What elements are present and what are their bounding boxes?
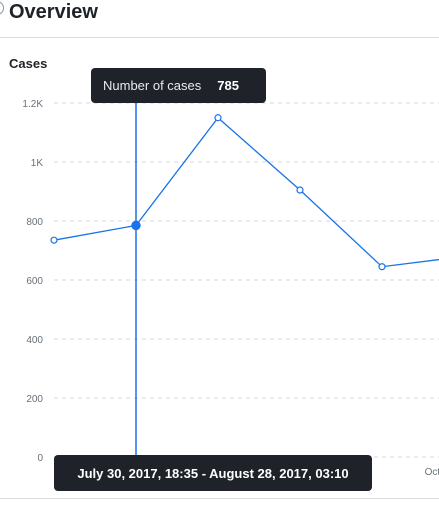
- y-tick-label: 1.2K: [22, 99, 43, 110]
- y-tick-label: 200: [26, 394, 43, 405]
- tooltip-metric-label: Number of cases: [103, 78, 202, 93]
- data-point: [214, 114, 222, 122]
- hover-value-tooltip: Number of cases 785: [91, 68, 266, 103]
- chart-title: Cases: [9, 56, 48, 71]
- series-line: [53, 116, 439, 268]
- page-header: Overview: [0, 0, 439, 38]
- bottom-divider: [0, 498, 439, 499]
- active-data-point: [131, 220, 141, 231]
- y-tick-label: 800: [26, 217, 43, 228]
- y-tick-label: 600: [26, 276, 43, 287]
- data-point: [296, 186, 304, 194]
- y-tick-label: 400: [26, 335, 43, 346]
- y-tick-label: 0: [37, 453, 43, 464]
- data-point: [378, 263, 386, 271]
- x-tick-label: Oct 31: [425, 467, 439, 478]
- page-title: Overview: [9, 1, 98, 23]
- y-tick-label: 1K: [31, 158, 44, 169]
- data-point: [50, 236, 58, 244]
- hover-range-tooltip: July 30, 2017, 18:35 - August 28, 2017, …: [54, 455, 372, 491]
- tooltip-metric-value: 785: [217, 78, 239, 93]
